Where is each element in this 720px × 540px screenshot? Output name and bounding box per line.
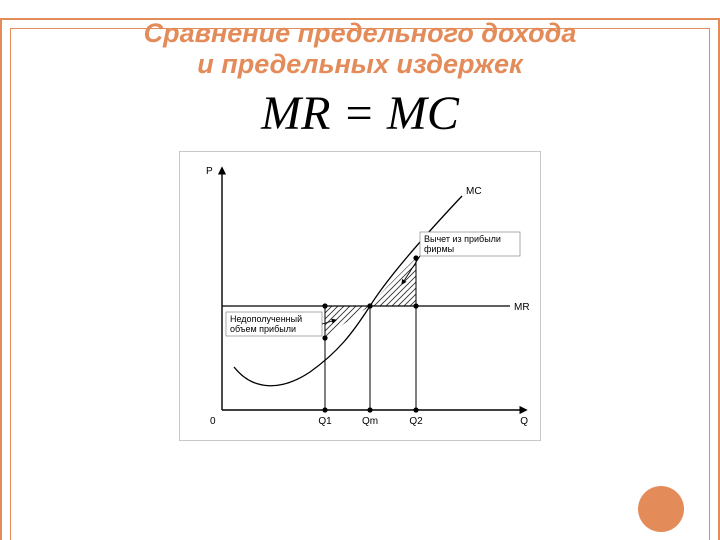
mc-curve <box>234 196 462 386</box>
xtick-Q2: Q2 <box>409 416 423 427</box>
pt-mc-Qm <box>367 303 372 308</box>
title-line2: и предельных издержек <box>197 49 522 79</box>
chart-container: P Q 0 MR MC Q1 Qm Q2 Недополученныйобъем прибыли… <box>179 151 541 441</box>
annot-right-text1: Вычет из прибыли <box>424 234 501 244</box>
x-axis-label: Q <box>520 416 528 427</box>
origin-label: 0 <box>210 416 216 427</box>
title-line1: Сравнение предельного дохода <box>144 18 577 48</box>
pt-axis-Q1 <box>322 407 327 412</box>
mr-label: MR <box>514 302 530 313</box>
annot-left-text2: объем прибыли <box>230 324 296 334</box>
annot-right-text2: фирмы <box>424 244 454 254</box>
pt-mr-Q1 <box>322 303 327 308</box>
xtick-Q1: Q1 <box>318 416 332 427</box>
hatch-left <box>325 306 370 338</box>
y-axis-label: P <box>206 166 213 177</box>
pt-axis-Q2 <box>413 407 418 412</box>
slide-title: Сравнение предельного дохода и предельны… <box>40 18 680 80</box>
mr-mc-chart: P Q 0 MR MC Q1 Qm Q2 Недополученныйобъем прибыли… <box>180 152 540 440</box>
corner-decoration <box>638 486 684 532</box>
pt-mr-Q2 <box>413 303 418 308</box>
xtick-Qm: Qm <box>362 416 378 427</box>
pt-mc-Q1 <box>322 335 327 340</box>
mc-label: MC <box>466 186 482 197</box>
equation: MR = MC <box>261 87 459 140</box>
pt-axis-Qm <box>367 407 372 412</box>
annot-left-text1: Недополученный <box>230 314 302 324</box>
equation-wrap: MR = MC <box>0 86 720 141</box>
hatch-right <box>370 258 416 306</box>
